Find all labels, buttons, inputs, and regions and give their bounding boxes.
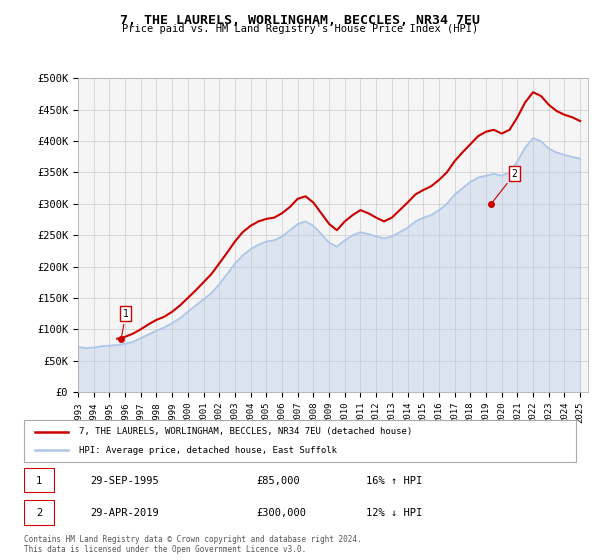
Text: HPI: Average price, detached house, East Suffolk: HPI: Average price, detached house, East…	[79, 446, 337, 455]
Text: 7, THE LAURELS, WORLINGHAM, BECCLES, NR34 7EU: 7, THE LAURELS, WORLINGHAM, BECCLES, NR3…	[120, 14, 480, 27]
Text: £300,000: £300,000	[256, 508, 306, 518]
FancyBboxPatch shape	[24, 468, 55, 492]
Text: Price paid vs. HM Land Registry's House Price Index (HPI): Price paid vs. HM Land Registry's House …	[122, 24, 478, 34]
Text: 1: 1	[122, 309, 129, 336]
Text: 2: 2	[36, 508, 42, 518]
FancyBboxPatch shape	[24, 420, 576, 462]
Text: 16% ↑ HPI: 16% ↑ HPI	[366, 476, 422, 486]
Text: 29-APR-2019: 29-APR-2019	[90, 508, 159, 518]
Text: 1: 1	[36, 476, 42, 486]
Text: Contains HM Land Registry data © Crown copyright and database right 2024.
This d: Contains HM Land Registry data © Crown c…	[24, 535, 362, 554]
Text: 2: 2	[493, 169, 518, 202]
Text: 29-SEP-1995: 29-SEP-1995	[90, 476, 159, 486]
Text: 7, THE LAURELS, WORLINGHAM, BECCLES, NR34 7EU (detached house): 7, THE LAURELS, WORLINGHAM, BECCLES, NR3…	[79, 427, 412, 436]
Text: 12% ↓ HPI: 12% ↓ HPI	[366, 508, 422, 518]
FancyBboxPatch shape	[24, 500, 55, 525]
Text: £85,000: £85,000	[256, 476, 299, 486]
